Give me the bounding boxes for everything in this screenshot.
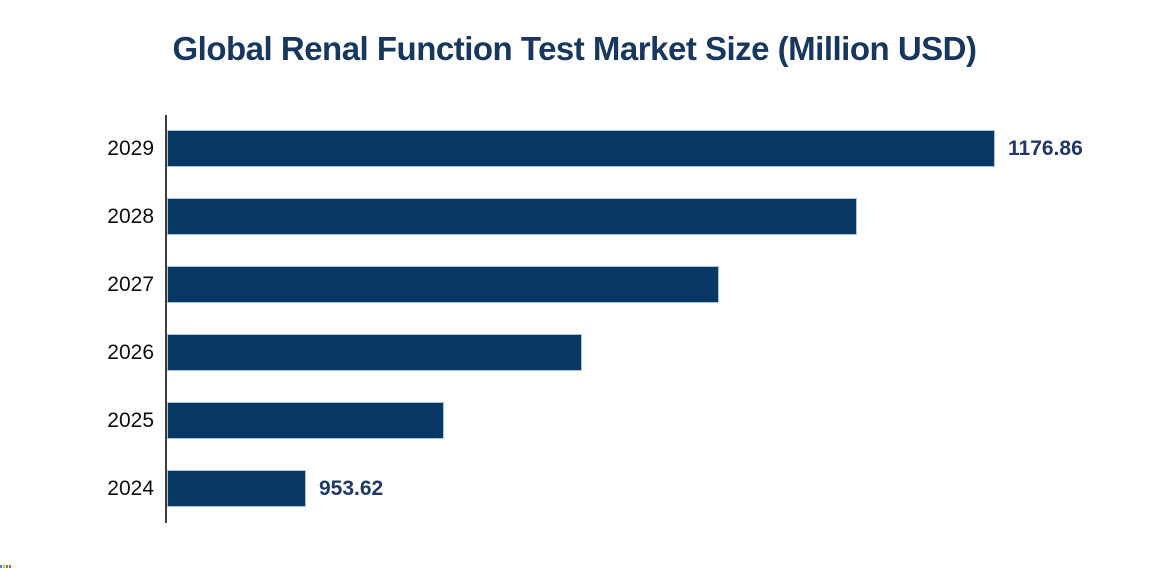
year-label-2026: 2026 bbox=[107, 341, 154, 364]
bar-2029 bbox=[167, 130, 995, 167]
value-label-2029: 1176.86 bbox=[1008, 137, 1083, 160]
year-label-2028: 2028 bbox=[107, 205, 154, 228]
year-label-2025: 2025 bbox=[107, 409, 154, 432]
value-label-2024: 953.62 bbox=[319, 477, 384, 500]
y-axis-line bbox=[165, 115, 167, 523]
corner-watermark-mark bbox=[0, 565, 12, 568]
year-label-2027: 2027 bbox=[107, 273, 154, 296]
bar-2028 bbox=[167, 198, 857, 235]
bar-2026 bbox=[167, 334, 582, 371]
corner-dot bbox=[0, 565, 2, 568]
bar-2025 bbox=[167, 402, 444, 439]
year-label-2024: 2024 bbox=[107, 477, 154, 500]
bar-2024 bbox=[167, 470, 306, 507]
chart-title: Global Renal Function Test Market Size (… bbox=[172, 30, 977, 67]
bar-2027 bbox=[167, 266, 719, 303]
year-label-2029: 2029 bbox=[107, 137, 154, 160]
corner-dot bbox=[6, 565, 8, 568]
corner-dot bbox=[9, 565, 11, 568]
corner-dot bbox=[3, 565, 5, 568]
